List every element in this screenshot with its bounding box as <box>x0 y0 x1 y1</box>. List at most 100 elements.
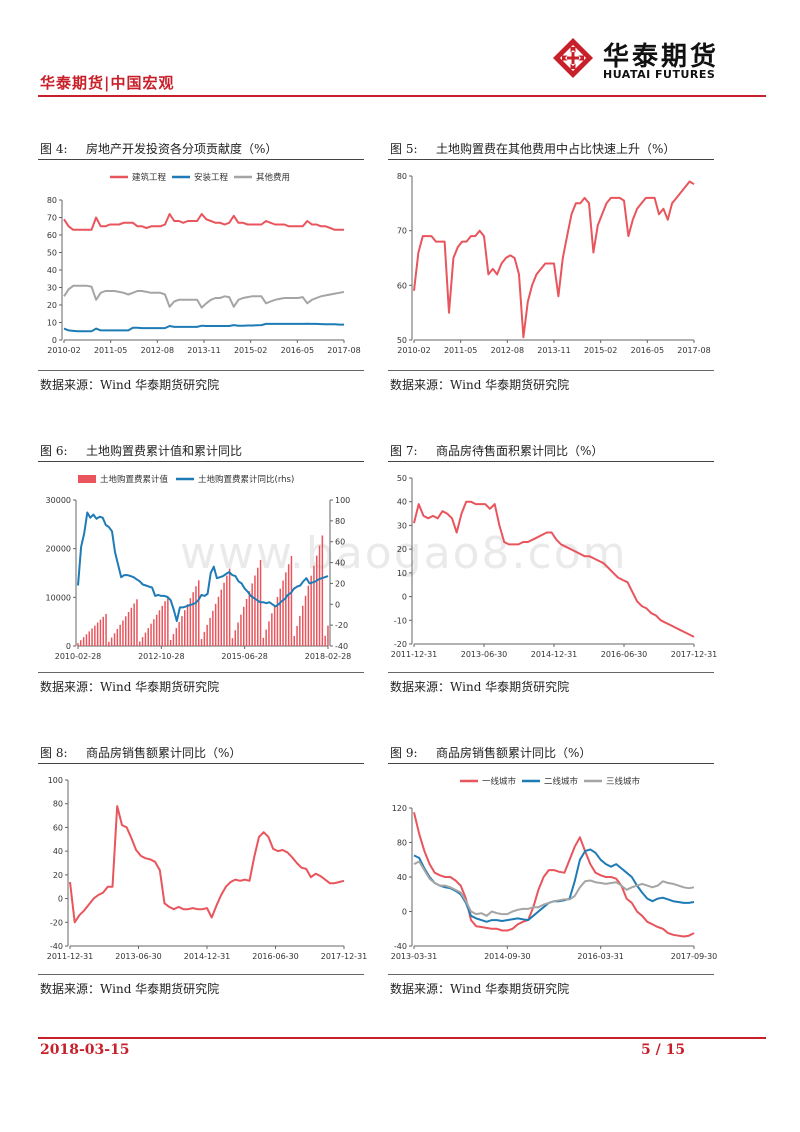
fig6-bar <box>231 638 234 646</box>
fig8-y-tick-label: -40 <box>50 942 63 951</box>
fig6-bar <box>175 628 178 646</box>
fig4-y-tick-label: 10 <box>47 319 57 328</box>
figure-9-title: 图 9: 商品房销售额累计同比（%） <box>390 746 592 760</box>
fig6-bar <box>167 596 169 646</box>
fig6-bar <box>262 637 265 646</box>
fig6-bar <box>102 616 104 646</box>
fig6-y2-tick-label: -40 <box>335 642 348 651</box>
fig7-x-tick-label: 2016-06-30 <box>601 650 648 659</box>
fig6-bar <box>273 605 276 646</box>
fig6-bar <box>254 575 256 646</box>
fig6-bar <box>200 639 203 646</box>
figure-9-top-rule <box>388 763 714 764</box>
fig5-x-tick-label: 2013-11 <box>537 346 570 355</box>
fig6-bar <box>189 598 192 646</box>
fig6-bar <box>245 599 248 646</box>
fig6-bar <box>310 575 312 646</box>
fig6-y2-tick-label: 60 <box>335 538 345 547</box>
legend-label: 安装工程 <box>194 172 229 183</box>
fig9-series-line-0 <box>413 812 695 938</box>
figure-5-top-rule <box>388 159 714 160</box>
fig4-series-line-2 <box>63 284 345 309</box>
fig6-bar <box>321 535 324 646</box>
fig6-bar <box>240 614 242 646</box>
fig4-y-tick-label: 30 <box>47 284 57 293</box>
fig9-y-tick-label: 120 <box>392 804 407 813</box>
fig4-y-tick-label: 0 <box>52 336 57 345</box>
fig6-bar <box>265 629 267 646</box>
fig6-bar <box>136 599 138 646</box>
fig5-x-tick-label: 2016-05 <box>631 346 664 355</box>
figure-7-source: 数据来源：Wind 华泰期货研究院 <box>390 680 570 694</box>
fig6-bar <box>271 613 273 646</box>
fig7-y-tick-label: 50 <box>397 474 407 483</box>
figure-4-top-rule <box>38 159 364 160</box>
fig6-bar <box>133 603 135 646</box>
fig6-bar <box>158 610 161 646</box>
fig7-y-tick-label: 20 <box>397 545 407 554</box>
fig6-y2-tick-label: 80 <box>335 517 345 526</box>
fig8-y-tick-label: 80 <box>53 800 63 809</box>
fig6-bar <box>127 612 130 646</box>
fig9-x-tick-label: 2017-09-30 <box>671 952 718 961</box>
fig8-x-tick-label: 2011-12-31 <box>47 952 94 961</box>
fig6-bar <box>144 632 147 646</box>
figure-7-bottom-rule <box>388 672 714 673</box>
fig6-bar <box>155 614 158 646</box>
fig6-x-tick-label: 2018-02-28 <box>305 652 352 661</box>
fig5-y-tick-label: 80 <box>397 172 407 181</box>
fig5-x-tick-label: 2011-05 <box>444 346 477 355</box>
figure-7-top-rule <box>388 461 714 462</box>
fig8-series-line-0 <box>69 805 345 924</box>
fig6-bar <box>287 564 290 646</box>
fig6-bar <box>243 606 245 646</box>
fig6-bar <box>172 634 175 646</box>
fig6-bar <box>130 607 133 646</box>
figure-6-bottom-rule <box>38 672 364 673</box>
figure-9-bottom-rule <box>388 974 714 975</box>
figure-4-title: 图 4: 房地产开发投资各分项贡献度（%） <box>40 142 278 156</box>
legend-swatch <box>78 475 96 483</box>
fig9-x-tick-label: 2014-09-30 <box>484 952 531 961</box>
fig4-y-tick-label: 40 <box>47 266 57 275</box>
fig6-bar <box>192 592 194 646</box>
fig6-bar <box>282 580 284 646</box>
fig6-y-tick-label: 20000 <box>46 545 71 554</box>
figure-6-title: 图 6: 土地购置费累计值和累计同比 <box>40 444 243 458</box>
fig6-bar <box>226 575 228 646</box>
fig6-bar <box>293 636 295 646</box>
fig6-bar <box>234 630 236 646</box>
legend-label: 其他费用 <box>256 172 290 183</box>
fig6-bar <box>169 640 172 646</box>
fig4-series-line-0 <box>63 213 344 231</box>
fig6-bar <box>313 565 315 646</box>
header-rule <box>38 95 766 97</box>
fig6-bar <box>290 556 293 646</box>
fig6-bar <box>268 621 270 646</box>
legend-label: 一线城市 <box>482 776 517 787</box>
figure-5-source: 数据来源：Wind 华泰期货研究院 <box>390 378 570 392</box>
fig6-x-tick-label: 2015-06-28 <box>221 652 268 661</box>
fig6-bar <box>139 641 141 646</box>
fig6-bar <box>110 637 113 646</box>
fig6-y2-tick-label: 100 <box>335 496 350 505</box>
header-section-label: 华泰期货|中国宏观 <box>40 74 175 92</box>
fig6-bar <box>316 555 318 646</box>
fig7-y-tick-label: -20 <box>394 640 407 649</box>
fig6-bar <box>122 620 124 646</box>
legend-label: 三线城市 <box>606 776 641 787</box>
fig6-bar <box>96 622 99 646</box>
fig8-y-tick-label: 40 <box>53 847 63 856</box>
figure-8-bottom-rule <box>38 974 364 975</box>
fig4-y-tick-label: 20 <box>47 301 57 310</box>
fig6-bar <box>181 616 183 646</box>
fig9-y-tick-label: 80 <box>397 839 407 848</box>
fig5-y-tick-label: 70 <box>397 227 407 236</box>
fig5-x-tick-label: 2015-02 <box>584 346 617 355</box>
fig6-bar <box>257 567 259 646</box>
fig8-x-tick-label: 2013-06-30 <box>115 952 162 961</box>
figure-5-bottom-rule <box>388 370 714 371</box>
fig6-x-tick-label: 2010-02-28 <box>55 652 102 661</box>
chart-fig5-land-purchase-share: 50 60 70 80 2010-02 2011-05 2012-08 2013-11 2015… <box>397 172 711 355</box>
fig5-x-tick-label: 2010-02 <box>397 346 430 355</box>
